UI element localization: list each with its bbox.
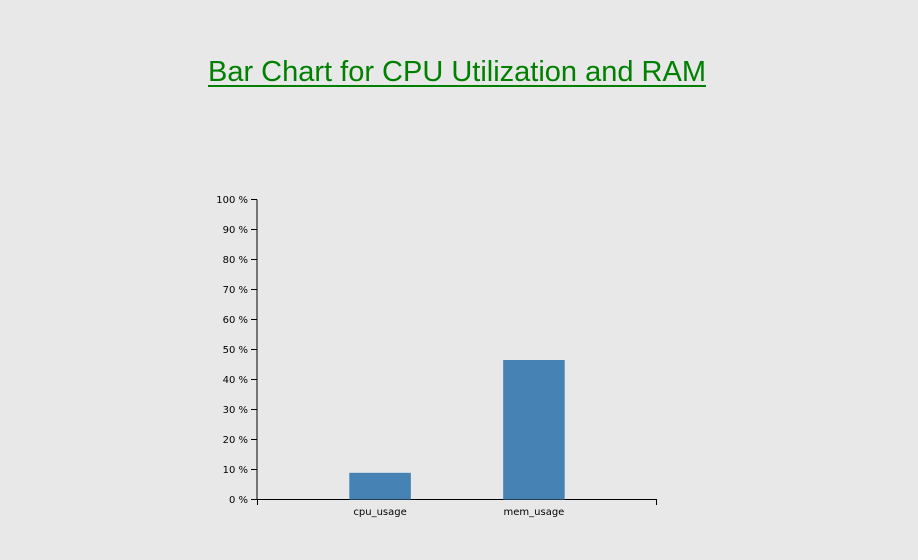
x-axis: cpu_usage mem_usage — [257, 499, 657, 518]
y-tick-label: 100 % — [216, 195, 248, 206]
y-tick-label: 40 % — [223, 375, 248, 386]
x-tick-label: mem_usage — [504, 507, 565, 518]
y-tick-label: 80 % — [223, 255, 248, 266]
y-tick-label: 90 % — [223, 225, 248, 236]
y-tick-label: 30 % — [223, 405, 248, 416]
x-tick-label: cpu_usage — [353, 507, 406, 518]
y-tick-label: 20 % — [223, 435, 248, 446]
y-axis: 0 % 10 % 20 % 30 % 40 % 50 % 60 % 70 % 80 % 90 % 1… — [216, 195, 258, 506]
y-tick-label: 50 % — [223, 345, 248, 356]
y-tick-label: 60 % — [223, 315, 248, 326]
y-tick-label: 0 % — [229, 495, 248, 506]
bar-mem-usage — [503, 360, 565, 500]
bars — [349, 360, 565, 500]
chart-title: Bar Chart for CPU Utilization and RAM — [208, 56, 706, 88]
y-tick-label: 10 % — [223, 465, 248, 476]
bar-cpu-usage — [349, 472, 411, 500]
y-tick-label: 70 % — [223, 285, 248, 296]
